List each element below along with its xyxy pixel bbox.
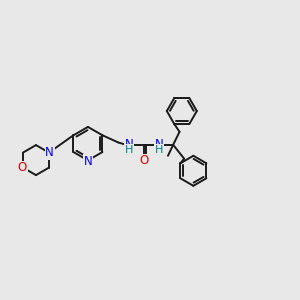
Text: N: N — [45, 146, 54, 159]
Text: O: O — [18, 161, 27, 174]
Text: N: N — [155, 138, 164, 151]
Text: H: H — [125, 145, 134, 155]
Text: H: H — [155, 145, 164, 155]
Text: N: N — [125, 138, 134, 151]
Text: N: N — [84, 155, 92, 168]
Text: O: O — [140, 154, 149, 167]
